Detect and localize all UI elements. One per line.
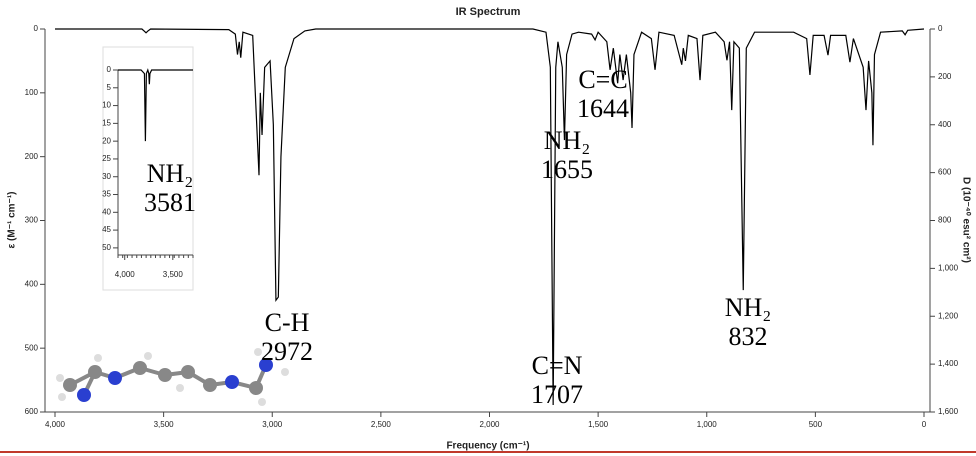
- x-tick-label: 4,000: [115, 270, 136, 279]
- y-tick-label: 10: [102, 101, 111, 110]
- y-tick-label: 100: [25, 88, 39, 97]
- annotation-value: 2972: [261, 337, 313, 366]
- x-tick-label: 500: [809, 420, 823, 429]
- y-tick-label: 300: [25, 216, 39, 225]
- y-tick-label: 5: [107, 83, 112, 92]
- y-tick-label: 25: [102, 154, 111, 163]
- annotation-value: 1644: [577, 94, 629, 123]
- y-tick-label: 0: [34, 24, 39, 33]
- y2-tick-label: 1,400: [938, 359, 959, 368]
- annotation-label: C-H: [265, 308, 310, 337]
- y-tick-label: 400: [25, 279, 39, 288]
- annotation-label: C=N: [532, 351, 583, 380]
- y-tick-label: 50: [102, 243, 111, 252]
- y2-axis-label: D (10⁻⁴⁰ esu² cm²): [960, 177, 971, 263]
- y2-tick-label: 1,600: [938, 407, 959, 416]
- y-tick-label: 20: [102, 136, 111, 145]
- x-tick-label: 2,000: [479, 420, 500, 429]
- x-tick-label: 4,000: [45, 420, 66, 429]
- annotation-label: NH₂: [725, 293, 772, 322]
- annotation-value: 832: [729, 322, 768, 351]
- x-tick-label: 3,500: [154, 420, 175, 429]
- y-tick-label: 35: [102, 190, 111, 199]
- x-tick-label: 1,500: [588, 420, 609, 429]
- y2-tick-label: 600: [938, 168, 952, 177]
- y-tick-label: 0: [107, 65, 112, 74]
- y-axis-label: ε (M⁻¹ cm⁻¹): [7, 192, 18, 249]
- y2-tick-label: 800: [938, 216, 952, 225]
- y2-tick-label: 200: [938, 72, 952, 81]
- y-tick-label: 600: [25, 407, 39, 416]
- x-tick-label: 1,000: [697, 420, 718, 429]
- y2-tick-label: 1,000: [938, 263, 959, 272]
- chart-title: IR Spectrum: [456, 6, 521, 18]
- x-tick-label: 0: [922, 420, 927, 429]
- x-tick-label: 3,000: [262, 420, 283, 429]
- y2-tick-label: 0: [938, 24, 943, 33]
- chart: IR Spectrum Frequency (cm⁻¹) ε (M⁻¹ cm⁻¹…: [0, 0, 976, 456]
- annotation-label: NH₂: [544, 126, 591, 155]
- annotation-label: NH₂: [147, 159, 194, 188]
- y-tick-label: 30: [102, 172, 111, 181]
- y2-tick-label: 400: [938, 120, 952, 129]
- y-tick-label: 500: [25, 343, 39, 352]
- y-tick-label: 200: [25, 152, 39, 161]
- y-tick-label: 15: [102, 118, 111, 127]
- annotation-value: 1655: [541, 155, 593, 184]
- annotation-value: 3581: [144, 188, 196, 217]
- x-axis-label: Frequency (cm⁻¹): [446, 441, 529, 452]
- y2-tick-label: 1,200: [938, 311, 959, 320]
- x-tick-label: 3,500: [163, 270, 184, 279]
- annotation-label: C=C: [578, 65, 627, 94]
- annotation-value: 1707: [531, 380, 583, 409]
- y-tick-label: 40: [102, 207, 111, 216]
- y-tick-label: 45: [102, 225, 111, 234]
- x-tick-label: 2,500: [371, 420, 392, 429]
